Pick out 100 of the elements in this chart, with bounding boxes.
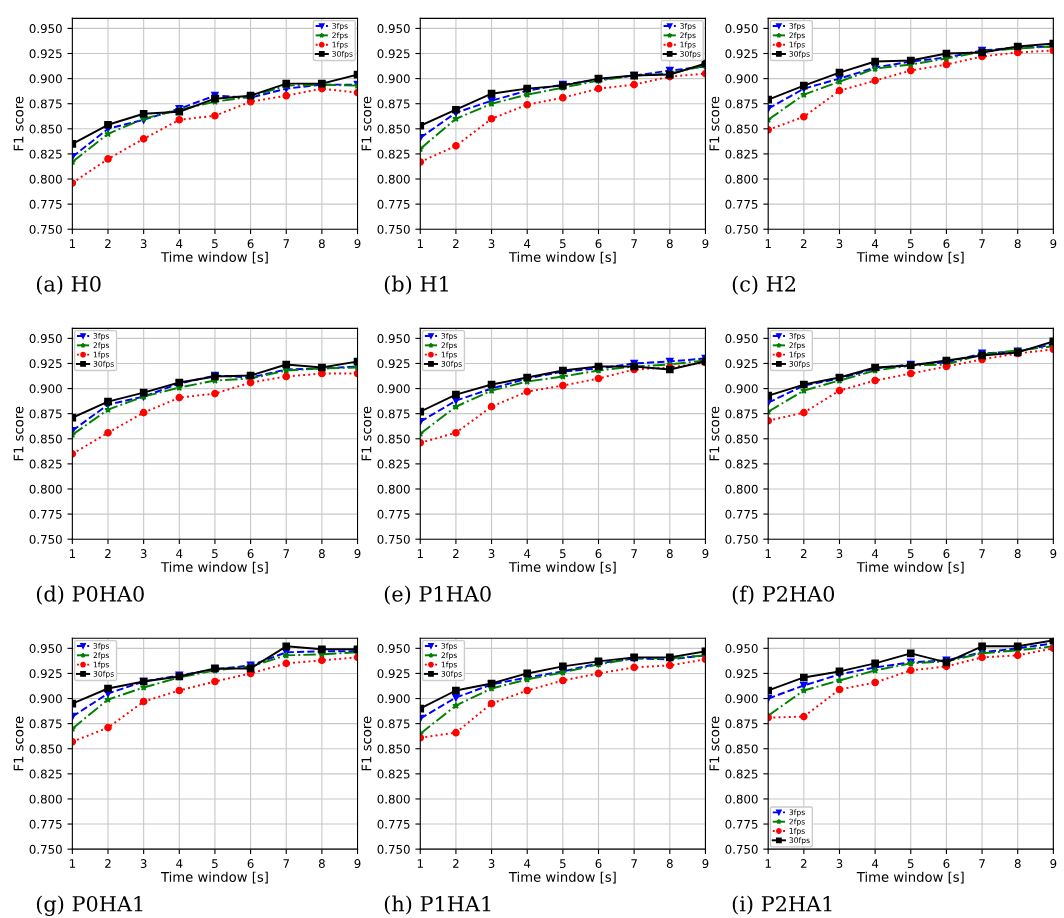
x-tick-label: 8 [318,239,325,249]
y-tick-label: 0.750 [377,844,410,854]
y-tick-label: 0.900 [377,74,410,84]
y-axis-title: F1 score [361,96,372,151]
text: (d) P0HA0 [36,585,144,605]
y-tick-label: 0.800 [377,174,410,184]
x-tick-label: 3 [140,859,147,869]
y-tick-label: 0.750 [725,224,758,234]
y-tick-label: 0.850 [29,744,62,754]
y-tick-label: 0.825 [725,459,758,469]
x-axis-title: Time window [s] [160,561,268,574]
x-tick-label: 9 [702,549,709,559]
x-tick-label: 9 [1050,239,1057,249]
y-tick-label: 0.875 [29,409,62,419]
x-tick-label: 9 [1050,549,1057,559]
x-tick-label: 6 [595,549,602,559]
x-tick-label: 6 [247,549,254,559]
y-axis-title: F1 score [709,716,720,771]
y-tick-label: 0.825 [725,149,758,159]
text: (i) P2HA1 [732,895,832,915]
x-tick-label: 6 [943,549,950,559]
y-tick-label: 0.950 [377,24,410,34]
x-tick-label: 2 [105,549,111,558]
x-tick-label: 4 [871,859,879,868]
y-tick-label: 0.925 [377,669,410,679]
y-tick-label: 0.950 [377,334,410,344]
y-tick-label: 0.925 [29,669,62,679]
y-tick-label: 0.800 [29,794,62,804]
x-tick-label: 8 [666,549,673,559]
y-tick-label: 0.950 [29,334,62,344]
y-tick-label: 0.800 [725,484,758,494]
y-tick-label: 0.825 [377,769,410,779]
y-tick-label: 0.750 [29,844,62,854]
x-axis-title: Time window [s] [856,561,964,574]
y-axis-title: F1 score [361,716,372,771]
y-tick-label: 0.900 [725,74,758,84]
y-axis-title: F1 score [709,406,720,461]
x-tick-label: 9 [702,239,709,249]
x-tick-label: 4 [871,549,879,558]
x-tick-label: 9 [354,239,361,249]
x-tick-label: 7 [631,859,637,868]
y-tick-label: 0.825 [29,459,62,469]
x-tick-label: 5 [212,239,218,249]
y-tick-label: 0.900 [29,74,62,84]
x-tick-label: 6 [595,239,602,249]
x-tick-label: 3 [488,859,495,869]
x-tick-label: 4 [524,239,531,248]
x-tick-label: 3 [836,239,843,249]
y-tick-label: 0.775 [377,819,410,829]
y-axis-title: F1 score [361,406,372,461]
x-tick-label: 7 [979,859,985,868]
y-tick-label: 0.800 [29,484,62,494]
x-tick-label: 7 [631,549,637,558]
y-tick-label: 0.850 [725,124,758,134]
y-tick-label: 0.825 [377,149,410,159]
y-tick-label: 0.850 [725,434,758,444]
y-tick-label: 0.750 [29,224,62,234]
y-tick-label: 0.925 [29,359,62,369]
text: (c) H2 [732,275,796,295]
x-tick-label: 1 [69,239,76,248]
y-tick-label: 0.950 [725,24,758,34]
x-tick-label: 2 [800,859,807,868]
x-axis-title: Time window [s] [508,251,616,264]
y-tick-label: 0.750 [377,534,410,544]
x-tick-label: 5 [560,239,566,249]
x-tick-label: 6 [943,239,950,249]
y-tick-label: 0.800 [725,174,758,184]
x-axis-title: Time window [s] [856,251,964,264]
x-tick-label: 9 [354,859,361,869]
x-tick-label: 3 [488,549,495,559]
text: (a) H0 [36,275,101,295]
x-tick-label: 1 [765,549,771,558]
y-tick-label: 0.800 [29,174,62,184]
y-tick-label: 0.925 [377,49,410,59]
x-tick-label: 8 [666,859,673,869]
y-tick-label: 0.875 [377,99,410,109]
x-tick-label: 1 [69,549,76,558]
text: (f) P2HA0 [732,585,835,605]
x-tick-label: 6 [943,859,950,869]
y-tick-label: 0.775 [29,509,62,519]
x-tick-label: 9 [1050,859,1057,869]
x-tick-label: 5 [560,859,566,869]
x-tick-label: 4 [176,549,183,558]
y-tick-label: 0.900 [377,384,410,394]
x-tick-label: 1 [417,239,423,248]
x-tick-label: 7 [283,859,289,868]
x-tick-label: 1 [417,859,423,868]
x-tick-label: 7 [979,549,985,558]
x-tick-label: 5 [560,549,566,559]
x-tick-label: 2 [453,239,459,248]
x-tick-label: 4 [871,239,879,248]
y-axis-title: F1 score [13,96,24,151]
y-tick-label: 0.925 [725,669,758,679]
x-tick-label: 2 [800,549,807,558]
text: (g) P0HA1 [36,895,143,916]
x-tick-label: 7 [283,549,289,558]
y-tick-label: 0.750 [725,534,758,544]
y-tick-label: 0.925 [377,359,410,369]
y-tick-label: 0.800 [377,794,410,804]
y-tick-label: 0.775 [377,509,410,519]
